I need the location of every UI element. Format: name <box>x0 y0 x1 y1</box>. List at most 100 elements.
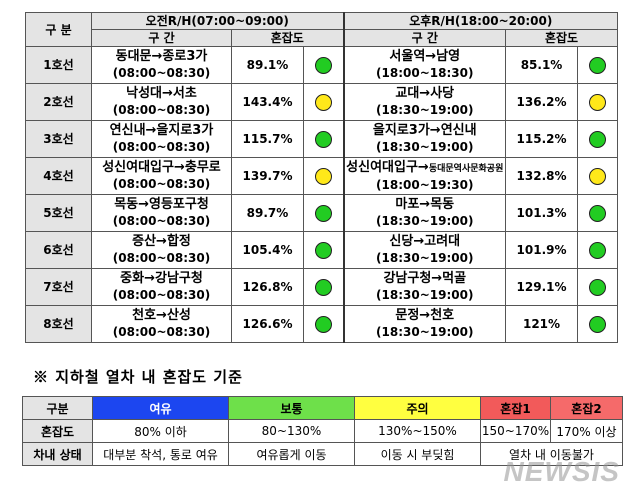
am-percent: 89.1% <box>231 46 304 84</box>
am-indicator <box>302 231 345 269</box>
table-row: 2호선 낙성대→서초 (08:00~08:30) 143.4% 교대→사당 (18:30~… <box>25 83 619 121</box>
line-name: 8호선 <box>25 305 92 343</box>
legend-level-state: 열차 내 이동불가 <box>480 442 623 466</box>
am-segment: 동대문→종로3가 <box>115 49 208 64</box>
am-indicator <box>302 46 345 84</box>
line-name: 6호선 <box>25 231 92 269</box>
am-section: 낙성대→서초 (08:00~08:30) <box>91 83 232 121</box>
legend-level-name: 혼잡1 <box>480 396 551 420</box>
am-time: (08:00~08:30) <box>112 177 211 191</box>
header-pm-section: 구 간 <box>342 29 507 47</box>
am-section: 증산→합정 (08:00~08:30) <box>91 231 232 269</box>
table-row: 6호선 증산→합정 (08:00~08:30) 105.4% 신당→고려대 (18:30~… <box>25 231 619 269</box>
pm-indicator <box>577 120 619 158</box>
am-segment: 성신여대입구→충무로 <box>102 160 221 175</box>
pm-status-dot <box>589 93 607 111</box>
legend-level-state: 이동 시 부딪힘 <box>354 442 481 466</box>
am-status-dot <box>314 93 332 111</box>
am-time: (08:00~08:30) <box>112 325 211 339</box>
pm-section: 마포→목동 (18:30~19:00) <box>342 194 507 232</box>
pm-segment: 문정→천호 <box>395 308 455 323</box>
header-pm: 오후R/H(18:00~20:00) <box>342 12 619 30</box>
am-percent: 126.6% <box>231 305 304 343</box>
legend-level-range: 170% 이상 <box>550 419 623 443</box>
line-name: 5호선 <box>25 194 92 232</box>
am-indicator <box>302 268 345 306</box>
am-indicator <box>302 83 345 121</box>
am-percent: 115.7% <box>231 120 304 158</box>
pm-segment-small: 동대문역사문화공원 <box>428 163 504 174</box>
am-segment: 목동→영등포구청 <box>114 197 209 212</box>
am-percent: 126.8% <box>231 268 304 306</box>
pm-time: (18:00~19:30) <box>376 177 474 192</box>
pm-status-dot <box>589 204 607 222</box>
legend-level-name: 혼잡2 <box>550 396 623 420</box>
pm-status-dot <box>589 56 607 74</box>
am-segment: 중화→강남구청 <box>120 271 203 286</box>
pm-percent: 132.8% <box>505 157 579 195</box>
pm-time: (18:30~19:00) <box>376 214 474 228</box>
pm-percent: 136.2% <box>505 83 579 121</box>
legend-level-name: 보통 <box>228 396 355 420</box>
legend-label-congestion: 혼잡도 <box>22 419 93 443</box>
pm-section: 문정→천호 (18:30~19:00) <box>342 305 507 343</box>
am-section: 목동→영등포구청 (08:00~08:30) <box>91 194 232 232</box>
am-percent: 143.4% <box>231 83 304 121</box>
table-row: 1호선 동대문→종로3가 (08:00~08:30) 89.1% 서울역→남영 (18:0… <box>25 46 619 84</box>
am-status-dot <box>314 241 332 259</box>
pm-section: 신당→고려대 (18:30~19:00) <box>342 231 507 269</box>
am-time: (08:00~08:30) <box>112 103 211 117</box>
am-time: (08:00~08:30) <box>112 251 211 265</box>
pm-time: (18:30~19:00) <box>376 140 474 154</box>
pm-time: (18:30~19:00) <box>376 325 474 339</box>
am-indicator <box>302 305 345 343</box>
am-time: (08:00~08:30) <box>112 140 211 154</box>
am-section: 중화→강남구청 (08:00~08:30) <box>91 268 232 306</box>
am-percent: 105.4% <box>231 231 304 269</box>
header-pm-congestion: 혼잡도 <box>505 29 619 47</box>
pm-segment: 서울역→남영 <box>389 49 461 64</box>
pm-section: 교대→사당 (18:30~19:00) <box>342 83 507 121</box>
am-segment: 천호→산성 <box>132 308 191 323</box>
am-status-dot <box>314 130 332 148</box>
am-segment: 연신내→을지로3가 <box>109 123 214 138</box>
table-row: 7호선 중화→강남구청 (08:00~08:30) 126.8% 강남구청→먹골 (18:… <box>25 268 619 306</box>
watermark: NEWSIS <box>503 456 620 487</box>
am-status-dot <box>314 204 332 222</box>
pm-section: 서울역→남영 (18:00~18:30) <box>342 46 507 84</box>
table-row: 8호선 천호→산성 (08:00~08:30) 126.6% 문정→천호 (18:30~1… <box>25 305 619 343</box>
pm-segment: 신당→고려대 <box>389 234 461 249</box>
pm-segment: 교대→사당 <box>395 86 455 101</box>
pm-status-dot <box>589 278 607 296</box>
pm-percent: 129.1% <box>505 268 579 306</box>
am-time: (08:00~08:30) <box>112 288 211 302</box>
pm-time: (18:30~19:00) <box>376 288 474 302</box>
line-name: 7호선 <box>25 268 92 306</box>
am-percent: 139.7% <box>231 157 304 195</box>
header-gubun: 구 분 <box>25 12 92 47</box>
congestion-table: 구 분 오전R/H(07:00~09:00) 오후R/H(18:00~20:00… <box>25 12 619 343</box>
pm-indicator <box>577 46 619 84</box>
legend-level-name: 여유 <box>92 396 229 420</box>
am-percent: 89.7% <box>231 194 304 232</box>
header-am-congestion: 혼잡도 <box>230 29 345 47</box>
legend-level-range: 80% 이하 <box>92 419 229 443</box>
legend-note: ※ 지하철 열차 내 혼잡도 기준 <box>33 368 243 386</box>
legend-level-range: 80~130% <box>228 419 355 443</box>
legend-level-range: 150~170% <box>480 419 551 443</box>
pm-section: 강남구청→먹골 (18:30~19:00) <box>342 268 507 306</box>
am-segment: 증산→합정 <box>132 234 191 249</box>
pm-section: 을지로3가→연신내 (18:30~19:00) <box>342 120 507 158</box>
am-indicator <box>302 157 345 195</box>
am-section: 성신여대입구→충무로 (08:00~08:30) <box>91 157 232 195</box>
header-am-section: 구 간 <box>91 29 232 47</box>
pm-status-dot <box>589 241 607 259</box>
pm-status-dot <box>589 315 607 333</box>
table-row: 3호선 연신내→을지로3가 (08:00~08:30) 115.7% 을지로3가→연신내… <box>25 120 619 158</box>
pm-percent: 85.1% <box>505 46 579 84</box>
am-section: 동대문→종로3가 (08:00~08:30) <box>91 46 232 84</box>
pm-segment: 성신여대입구→동대문역사문화공원 <box>346 159 504 175</box>
legend-level-state: 여유롭게 이동 <box>228 442 355 466</box>
pm-indicator <box>577 83 619 121</box>
pm-segment: 마포→목동 <box>395 197 455 212</box>
